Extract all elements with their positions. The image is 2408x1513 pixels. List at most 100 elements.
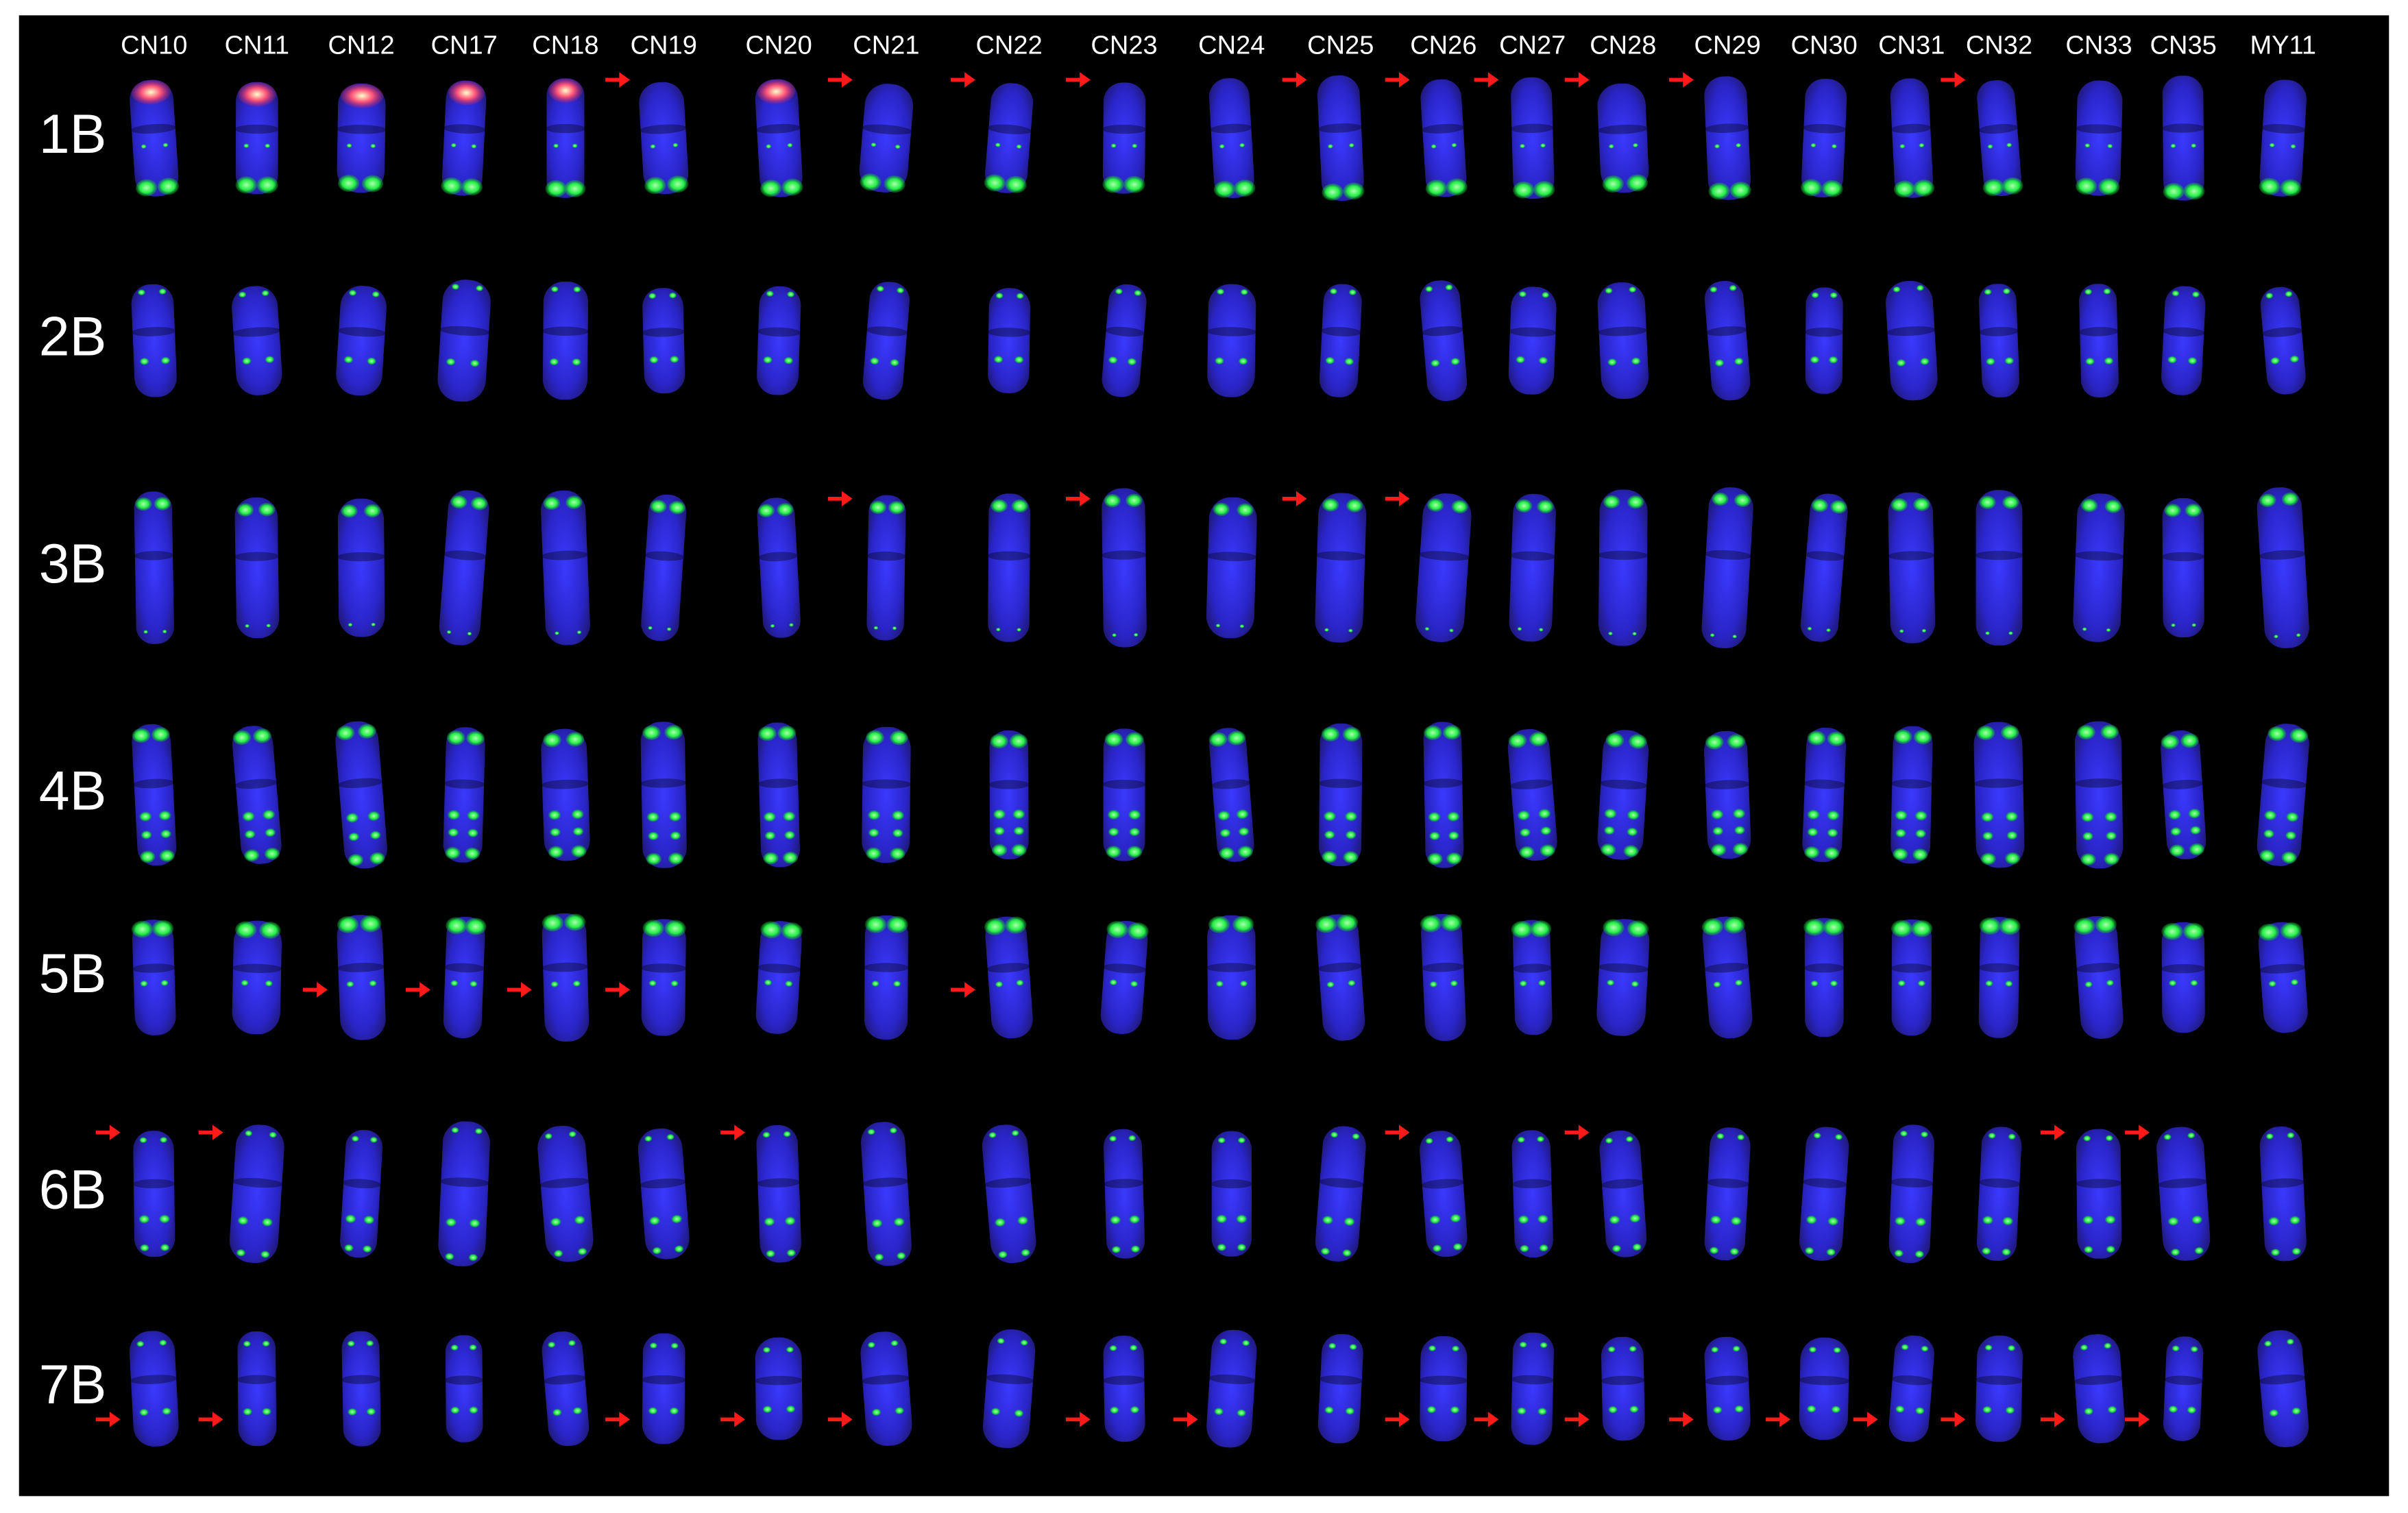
signal: [1215, 624, 1221, 628]
signal: [1342, 1249, 1352, 1257]
signal: [1829, 980, 1838, 987]
signal: [1452, 1243, 1463, 1251]
signal: [757, 504, 775, 518]
signal: [555, 631, 559, 635]
signal: [998, 1251, 1008, 1259]
signal: [1106, 920, 1128, 939]
centromere: [1422, 962, 1465, 972]
signal: [235, 921, 257, 939]
signal: [2161, 922, 2183, 940]
chromosome: [132, 1131, 175, 1257]
chromatid: [340, 1129, 383, 1258]
signal: [2084, 1246, 2093, 1253]
centromere: [2076, 124, 2123, 134]
chromatid: [1799, 1127, 1849, 1261]
signal: [1325, 356, 1335, 365]
chromatid: [641, 919, 686, 1036]
chromosome: [234, 82, 279, 195]
chromosome: [1419, 1336, 1468, 1442]
signal: [670, 980, 679, 987]
chromosome: [2073, 493, 2125, 642]
signal: [1322, 850, 1337, 863]
chromatid: [1977, 80, 2021, 197]
signal: [1009, 733, 1028, 749]
signal: [1324, 830, 1335, 839]
signal: [668, 811, 681, 822]
signal: [544, 1133, 552, 1140]
chromatid: [756, 1124, 801, 1263]
chromatid: [860, 1122, 912, 1266]
signal: [262, 1407, 271, 1416]
signal: [990, 1407, 1001, 1416]
chromosome: [541, 728, 590, 861]
signal: [1237, 1409, 1246, 1417]
signal: [1108, 827, 1119, 837]
centromere: [1802, 1178, 1847, 1188]
centromere: [1315, 551, 1366, 561]
signal: [1516, 356, 1525, 364]
arrow: [951, 72, 975, 88]
signal: [1710, 633, 1715, 637]
signal: [467, 810, 480, 821]
signal: [785, 981, 793, 987]
signal: [470, 981, 478, 987]
chromatid: [443, 916, 485, 1039]
signal: [260, 1251, 270, 1258]
signal: [572, 980, 581, 987]
signal: [1324, 811, 1337, 822]
signal: [1237, 503, 1254, 517]
chromatid: [1211, 1131, 1252, 1257]
signal: [572, 1407, 583, 1415]
signal: [2268, 981, 2276, 987]
chromosome: [862, 282, 910, 400]
centromere: [1419, 551, 1470, 561]
row-label: 3B: [39, 533, 107, 595]
arrow: [720, 1124, 745, 1140]
signal: [2005, 811, 2018, 822]
signal: [2169, 980, 2177, 987]
signal: [1440, 914, 1463, 932]
signal: [140, 980, 148, 987]
signal: [571, 845, 587, 858]
signal: [2267, 726, 2287, 741]
signal: [1215, 981, 1224, 987]
chromosome: [2161, 497, 2205, 638]
signal: [136, 1340, 145, 1347]
chromatid: [2161, 922, 2205, 1033]
chromosome: [982, 1124, 1036, 1264]
signal: [450, 1344, 459, 1351]
arrow-head: [1954, 72, 1966, 88]
chromosome: [2258, 922, 2308, 1033]
signal: [451, 283, 460, 290]
signal: [1607, 1346, 1616, 1353]
signal: [758, 726, 777, 741]
chromatid: [1978, 917, 2020, 1038]
signal: [1130, 1405, 1140, 1414]
signal: [2172, 1345, 2180, 1352]
signal: [1327, 144, 1333, 149]
chromatid: [237, 1331, 277, 1447]
chromatid: [1207, 915, 1256, 1040]
chromosome: [1318, 723, 1363, 867]
signal: [2104, 357, 2114, 365]
chromatid: [1319, 723, 1363, 867]
chromosome: [1601, 1336, 1645, 1441]
signal: [464, 847, 481, 860]
signal: [450, 495, 467, 509]
centromere: [234, 552, 279, 561]
signal: [1982, 178, 2004, 197]
arrow: [95, 1412, 121, 1427]
signal: [1734, 1405, 1744, 1413]
signal: [1538, 356, 1548, 365]
chromatid: [1891, 919, 1932, 1036]
signal: [341, 504, 358, 518]
chromosome: [1890, 726, 1933, 864]
arrow-head: [1578, 72, 1590, 88]
signal: [893, 981, 901, 987]
chromosome: [860, 1331, 912, 1446]
arrow-head: [419, 982, 430, 998]
signal: [160, 356, 171, 365]
arrow-head: [1296, 491, 1307, 506]
signal: [371, 622, 376, 627]
signal: [2006, 831, 2018, 840]
